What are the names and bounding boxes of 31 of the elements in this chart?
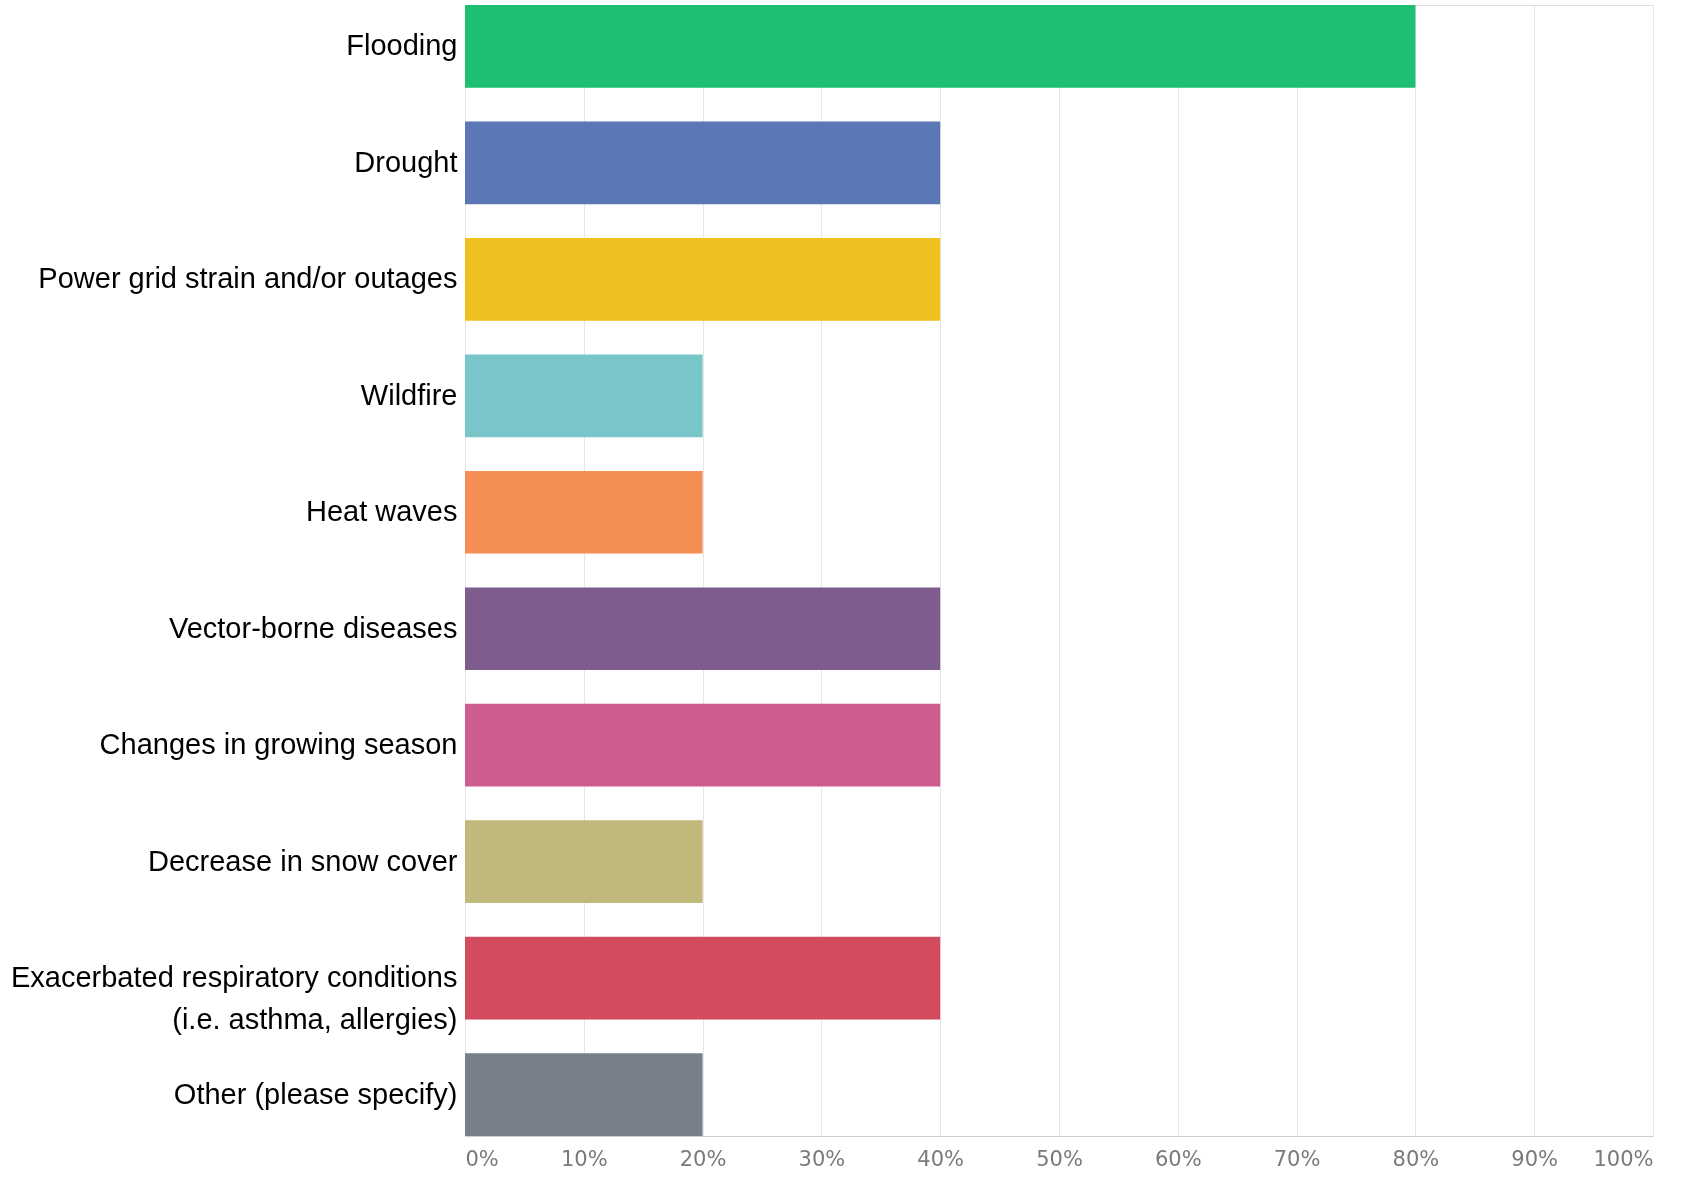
bar xyxy=(465,121,941,205)
x-tick-label: 50% xyxy=(1036,1146,1083,1171)
bar xyxy=(465,237,941,321)
bar xyxy=(465,1053,703,1136)
y-tick-label: Changes in growing season xyxy=(99,728,458,761)
x-tick-label: 80% xyxy=(1392,1146,1440,1171)
y-tick-label: Drought xyxy=(354,145,458,178)
y-tick-label: Wildfire xyxy=(360,378,458,411)
x-tick-label: 40% xyxy=(917,1146,965,1171)
y-tick-label: Heat waves xyxy=(305,495,458,528)
bar xyxy=(465,470,703,554)
y-tick-label: Exacerbated respiratory conditions (i.e. asthma, allergies) xyxy=(10,961,458,1036)
y-tick-label: Decrease in snow cover xyxy=(148,844,458,877)
bar xyxy=(465,5,1416,88)
y-tick-label: Flooding xyxy=(346,29,458,62)
x-tick-label: 60% xyxy=(1154,1146,1202,1171)
y-tick-label: Vector-borne diseases xyxy=(168,611,458,644)
x-tick-label: 30% xyxy=(798,1146,846,1171)
bar xyxy=(465,820,703,904)
x-tick-label: 100% xyxy=(1593,1146,1654,1171)
y-tick-label: Other (please specify) xyxy=(173,1077,458,1110)
x-tick-label: 90% xyxy=(1511,1146,1559,1171)
bar xyxy=(465,587,941,671)
x-tick-label: 10% xyxy=(560,1146,608,1171)
x-tick-label: 20% xyxy=(679,1146,727,1171)
x-tick-label: 70% xyxy=(1273,1146,1321,1171)
y-tick-label: Power grid strain and/or outages xyxy=(38,262,458,295)
bar xyxy=(465,703,941,787)
bar xyxy=(465,936,941,1020)
x-tick-label: 0% xyxy=(465,1146,499,1171)
bar xyxy=(465,354,703,438)
